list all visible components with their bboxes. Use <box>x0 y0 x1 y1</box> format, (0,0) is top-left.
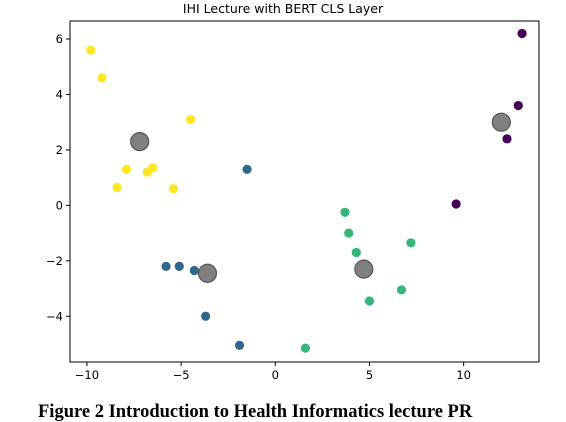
x-tick-label: 0 <box>272 368 279 382</box>
centroid-point <box>197 263 218 283</box>
data-point <box>351 247 361 258</box>
x-tick-label: 5 <box>366 368 373 382</box>
figure-caption: Figure 2 Introduction to Health Informat… <box>38 402 473 422</box>
centroid-point <box>491 112 511 132</box>
x-tick-label: 10 <box>456 368 471 382</box>
y-tick-label: −4 <box>46 309 63 323</box>
x-tick-label: −5 <box>173 368 190 382</box>
centroid-point <box>130 131 150 152</box>
data-point <box>513 100 523 111</box>
y-tick-label: 2 <box>56 143 63 157</box>
data-point <box>451 199 461 209</box>
data-point <box>502 134 512 144</box>
data-point <box>300 343 311 353</box>
data-point <box>121 164 132 174</box>
data-point <box>112 182 122 192</box>
y-tick-label: 6 <box>56 32 63 46</box>
axes: −10 −5 0 5 10 −4 −2 0 2 4 6 <box>46 20 540 382</box>
scatter-chart: IHI Lecture with BERT CLS Layer −10 −5 0 5 1… <box>46 1 540 382</box>
data-point <box>406 238 416 248</box>
data-point <box>142 167 152 177</box>
data-point <box>174 261 184 271</box>
figure: IHI Lecture with BERT CLS Layer −10 −5 0 5 1… <box>46 1 540 382</box>
chart-title: IHI Lecture with BERT CLS Layer <box>183 1 384 16</box>
data-point <box>234 340 245 350</box>
data-point <box>185 114 196 125</box>
data-point <box>86 45 96 55</box>
data-point <box>168 184 179 194</box>
y-tick-label: 0 <box>56 198 63 212</box>
data-point <box>517 28 527 39</box>
data-point <box>97 73 107 83</box>
data-point <box>344 228 354 238</box>
data-point <box>340 207 350 217</box>
data-point <box>189 265 199 276</box>
data-point <box>242 164 252 174</box>
data-point <box>161 261 171 271</box>
y-tick-label: 4 <box>56 87 63 101</box>
data-point <box>364 296 375 306</box>
centroid-point <box>354 259 374 279</box>
plot-frame <box>69 20 540 363</box>
data-point <box>396 285 407 295</box>
x-tick-label: −10 <box>75 368 99 382</box>
y-tick-label: −2 <box>46 254 63 268</box>
data-points <box>86 28 527 353</box>
data-point <box>201 311 211 321</box>
